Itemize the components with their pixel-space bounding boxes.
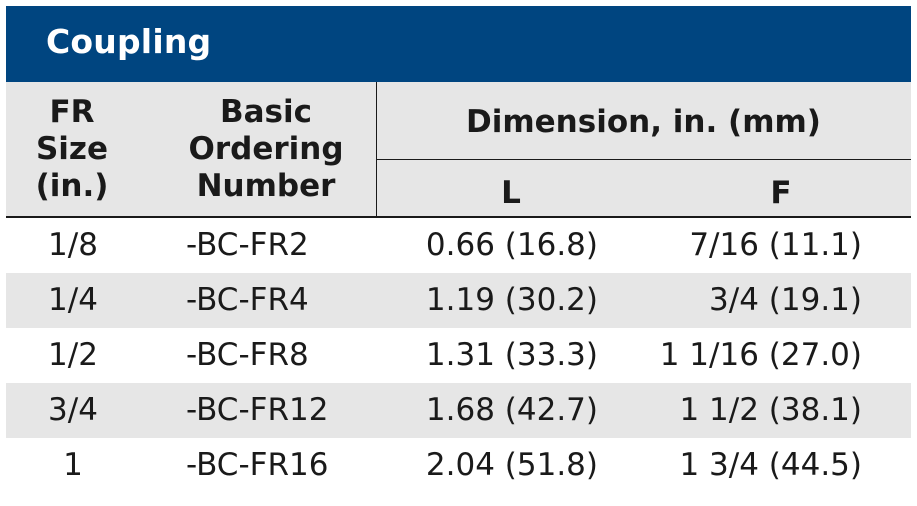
table-row: 1/8 -BC-FR2 0.66 (16.8) 7/16 (11.1) (6, 218, 911, 273)
cell-dimension-l: 1.68 (42.7) (425, 392, 598, 428)
header-fr-size-line: FR (49, 94, 95, 130)
table-row: 1/2 -BC-FR8 1.31 (33.3) 1 1/16 (27.0) (6, 328, 911, 383)
cell-fr-size: 1 (63, 447, 83, 483)
header-fr-size: FR Size (in.) (12, 94, 132, 205)
cell-fr-size: 1/4 (48, 282, 98, 318)
cell-dimension-f: 1 1/2 (38.1) (679, 392, 862, 428)
table-header: FR Size (in.) Basic Ordering Number Dime… (6, 82, 911, 218)
cell-ordering-number: -BC-FR8 (186, 337, 309, 373)
cell-ordering-number: -BC-FR2 (186, 227, 309, 263)
table-row: 3/4 -BC-FR12 1.68 (42.7) 1 1/2 (38.1) (6, 383, 911, 438)
cell-ordering-number: -BC-FR16 (186, 447, 329, 483)
table-body: 1/8 -BC-FR2 0.66 (16.8) 7/16 (11.1) 1/4 … (6, 218, 911, 493)
header-basic-line: Ordering (188, 131, 344, 167)
header-divider-vertical (376, 82, 377, 218)
header-dimension: Dimension, in. (mm) (466, 104, 821, 140)
table-banner: Coupling (6, 6, 911, 82)
cell-dimension-l: 1.31 (33.3) (425, 337, 598, 373)
cell-dimension-f: 3/4 (19.1) (709, 282, 862, 318)
header-fr-size-line: (in.) (35, 168, 109, 204)
header-basic-line: Basic (219, 94, 312, 130)
cell-dimension-f: 1 1/16 (27.0) (659, 337, 862, 373)
cell-dimension-l: 1.19 (30.2) (425, 282, 598, 318)
cell-fr-size: 3/4 (48, 392, 98, 428)
cell-dimension-f: 1 3/4 (44.5) (679, 447, 862, 483)
cell-dimension-f: 7/16 (11.1) (689, 227, 862, 263)
cell-ordering-number: -BC-FR12 (186, 392, 329, 428)
cell-fr-size: 1/2 (48, 337, 98, 373)
header-l: L (501, 175, 521, 211)
table-title: Coupling (46, 22, 212, 61)
header-fr-size-line: Size (35, 131, 109, 167)
cell-fr-size: 1/8 (48, 227, 98, 263)
cell-ordering-number: -BC-FR4 (186, 282, 309, 318)
cell-dimension-l: 2.04 (51.8) (425, 447, 598, 483)
table-row: 1 -BC-FR16 2.04 (51.8) 1 3/4 (44.5) (6, 438, 911, 493)
header-divider-horizontal (376, 159, 911, 160)
table-row: 1/4 -BC-FR4 1.19 (30.2) 3/4 (19.1) (6, 273, 911, 328)
header-basic-ordering-number: Basic Ordering Number (166, 94, 366, 205)
header-f: F (770, 175, 792, 211)
header-basic-line: Number (196, 168, 336, 204)
cell-dimension-l: 0.66 (16.8) (425, 227, 598, 263)
